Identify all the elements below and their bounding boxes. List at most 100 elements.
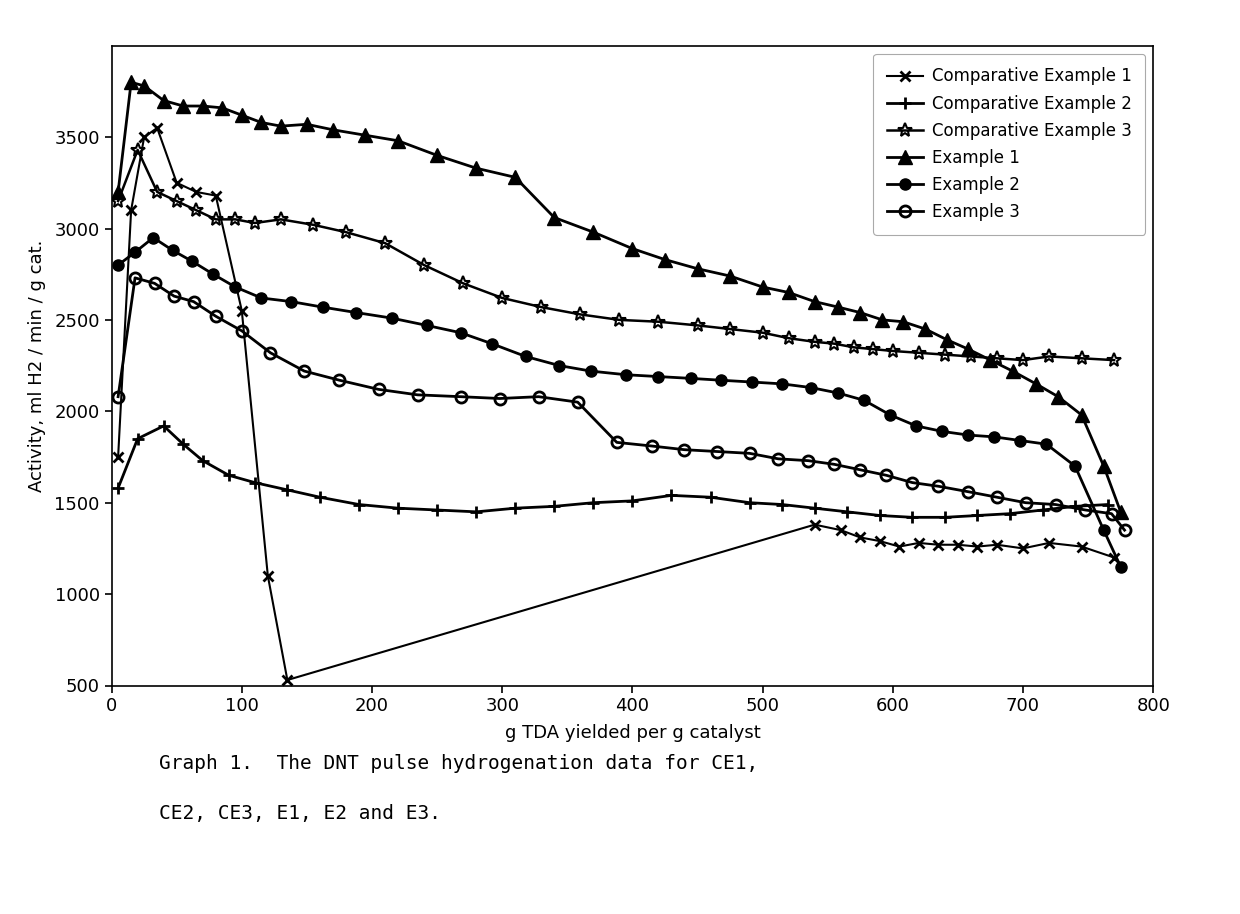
Y-axis label: Activity, ml H2 / min / g cat.: Activity, ml H2 / min / g cat. bbox=[29, 239, 46, 492]
Comparative Example 1 bbox=[124, 205, 139, 216]
Comparative Example 2 bbox=[703, 492, 718, 503]
Comparative Example 2 bbox=[156, 420, 171, 431]
Comparative Example 3 bbox=[188, 205, 203, 216]
Comparative Example 2 bbox=[1035, 505, 1050, 515]
Example 2 bbox=[583, 366, 598, 377]
Comparative Example 2 bbox=[873, 510, 888, 521]
Example 1 bbox=[110, 186, 125, 197]
Comparative Example 2 bbox=[970, 510, 985, 521]
Comparative Example 3 bbox=[846, 342, 861, 353]
Example 3 bbox=[332, 375, 347, 386]
Example 1 bbox=[1028, 378, 1043, 389]
Example 2 bbox=[348, 307, 363, 318]
Comparative Example 3 bbox=[963, 351, 978, 362]
Example 3 bbox=[110, 391, 125, 402]
Example 2 bbox=[254, 292, 269, 303]
Comparative Example 3 bbox=[1016, 355, 1030, 366]
Example 3 bbox=[128, 272, 143, 283]
Example 1 bbox=[1096, 461, 1111, 472]
Line: Comparative Example 1: Comparative Example 1 bbox=[113, 123, 1118, 685]
Example 3 bbox=[148, 278, 162, 289]
Comparative Example 1 bbox=[911, 537, 926, 548]
Example 3 bbox=[1104, 508, 1118, 519]
Example 2 bbox=[165, 245, 180, 256]
Example 3 bbox=[905, 477, 920, 488]
Comparative Example 1 bbox=[188, 186, 203, 197]
Example 2 bbox=[1068, 461, 1083, 472]
Example 3 bbox=[879, 470, 894, 481]
Example 1 bbox=[657, 254, 672, 265]
Example 1 bbox=[156, 95, 171, 106]
Example 1 bbox=[1074, 409, 1089, 420]
Comparative Example 3 bbox=[228, 214, 243, 225]
Example 3 bbox=[492, 393, 507, 404]
Comparative Example 3 bbox=[866, 344, 880, 355]
Comparative Example 2 bbox=[1100, 499, 1115, 510]
Comparative Example 3 bbox=[495, 292, 510, 303]
Example 3 bbox=[1078, 505, 1092, 515]
Line: Example 2: Example 2 bbox=[113, 232, 1126, 572]
Example 1 bbox=[1114, 506, 1128, 517]
Example 3 bbox=[677, 444, 692, 455]
Line: Example 1: Example 1 bbox=[112, 75, 1127, 519]
Comparative Example 2 bbox=[280, 484, 295, 495]
Example 3 bbox=[1117, 525, 1132, 536]
Comparative Example 2 bbox=[839, 506, 854, 517]
Example 2 bbox=[683, 373, 698, 384]
Example 2 bbox=[384, 313, 399, 324]
Example 1 bbox=[961, 344, 976, 355]
Example 2 bbox=[804, 382, 818, 393]
Comparative Example 1 bbox=[950, 539, 965, 550]
X-axis label: g TDA yielded per g catalyst: g TDA yielded per g catalyst bbox=[505, 724, 760, 741]
Example 2 bbox=[857, 395, 872, 406]
Comparative Example 1 bbox=[1016, 543, 1030, 554]
Example 1 bbox=[689, 263, 704, 274]
Example 2 bbox=[713, 375, 728, 386]
Example 2 bbox=[651, 371, 666, 382]
Comparative Example 3 bbox=[456, 278, 471, 289]
Example 1 bbox=[807, 296, 822, 307]
Comparative Example 3 bbox=[247, 218, 262, 228]
Comparative Example 3 bbox=[723, 324, 738, 335]
Comparative Example 3 bbox=[911, 347, 926, 358]
Comparative Example 2 bbox=[352, 499, 367, 510]
Example 2 bbox=[284, 296, 299, 307]
Example 2 bbox=[518, 351, 533, 362]
Example 2 bbox=[485, 338, 500, 349]
Comparative Example 3 bbox=[573, 309, 588, 320]
Comparative Example 3 bbox=[885, 345, 900, 356]
Example 2 bbox=[110, 260, 125, 271]
Example 1 bbox=[1006, 366, 1021, 377]
Example 2 bbox=[831, 388, 846, 399]
Comparative Example 1 bbox=[136, 132, 151, 143]
Comparative Example 3 bbox=[169, 196, 184, 207]
Legend: Comparative Example 1, Comparative Example 2, Comparative Example 3, Example 1, : Comparative Example 1, Comparative Examp… bbox=[873, 54, 1145, 235]
Example 2 bbox=[206, 269, 221, 280]
Comparative Example 3 bbox=[781, 333, 796, 344]
Comparative Example 1 bbox=[260, 570, 275, 581]
Comparative Example 2 bbox=[391, 503, 405, 514]
Comparative Example 3 bbox=[150, 186, 165, 197]
Example 2 bbox=[775, 378, 790, 389]
Comparative Example 2 bbox=[937, 512, 952, 523]
Comparative Example 1 bbox=[1042, 537, 1056, 548]
Comparative Example 2 bbox=[312, 492, 327, 503]
Comparative Example 3 bbox=[533, 302, 548, 313]
Example 1 bbox=[215, 102, 229, 113]
Example 1 bbox=[391, 135, 405, 146]
Comparative Example 3 bbox=[417, 260, 432, 271]
Example 3 bbox=[234, 325, 249, 336]
Example 1 bbox=[831, 302, 846, 313]
Example 2 bbox=[619, 369, 634, 380]
Comparative Example 2 bbox=[625, 495, 640, 506]
Example 3 bbox=[801, 455, 816, 466]
Example 1 bbox=[875, 314, 890, 325]
Comparative Example 3 bbox=[937, 349, 952, 360]
Example 3 bbox=[1048, 499, 1063, 510]
Example 2 bbox=[552, 360, 567, 371]
Comparative Example 3 bbox=[611, 314, 626, 325]
Text: Graph 1.  The DNT pulse hydrogenation data for CE1,: Graph 1. The DNT pulse hydrogenation dat… bbox=[112, 754, 758, 773]
Example 2 bbox=[1114, 561, 1128, 572]
Example 2 bbox=[1039, 439, 1054, 450]
Comparative Example 2 bbox=[665, 490, 680, 501]
